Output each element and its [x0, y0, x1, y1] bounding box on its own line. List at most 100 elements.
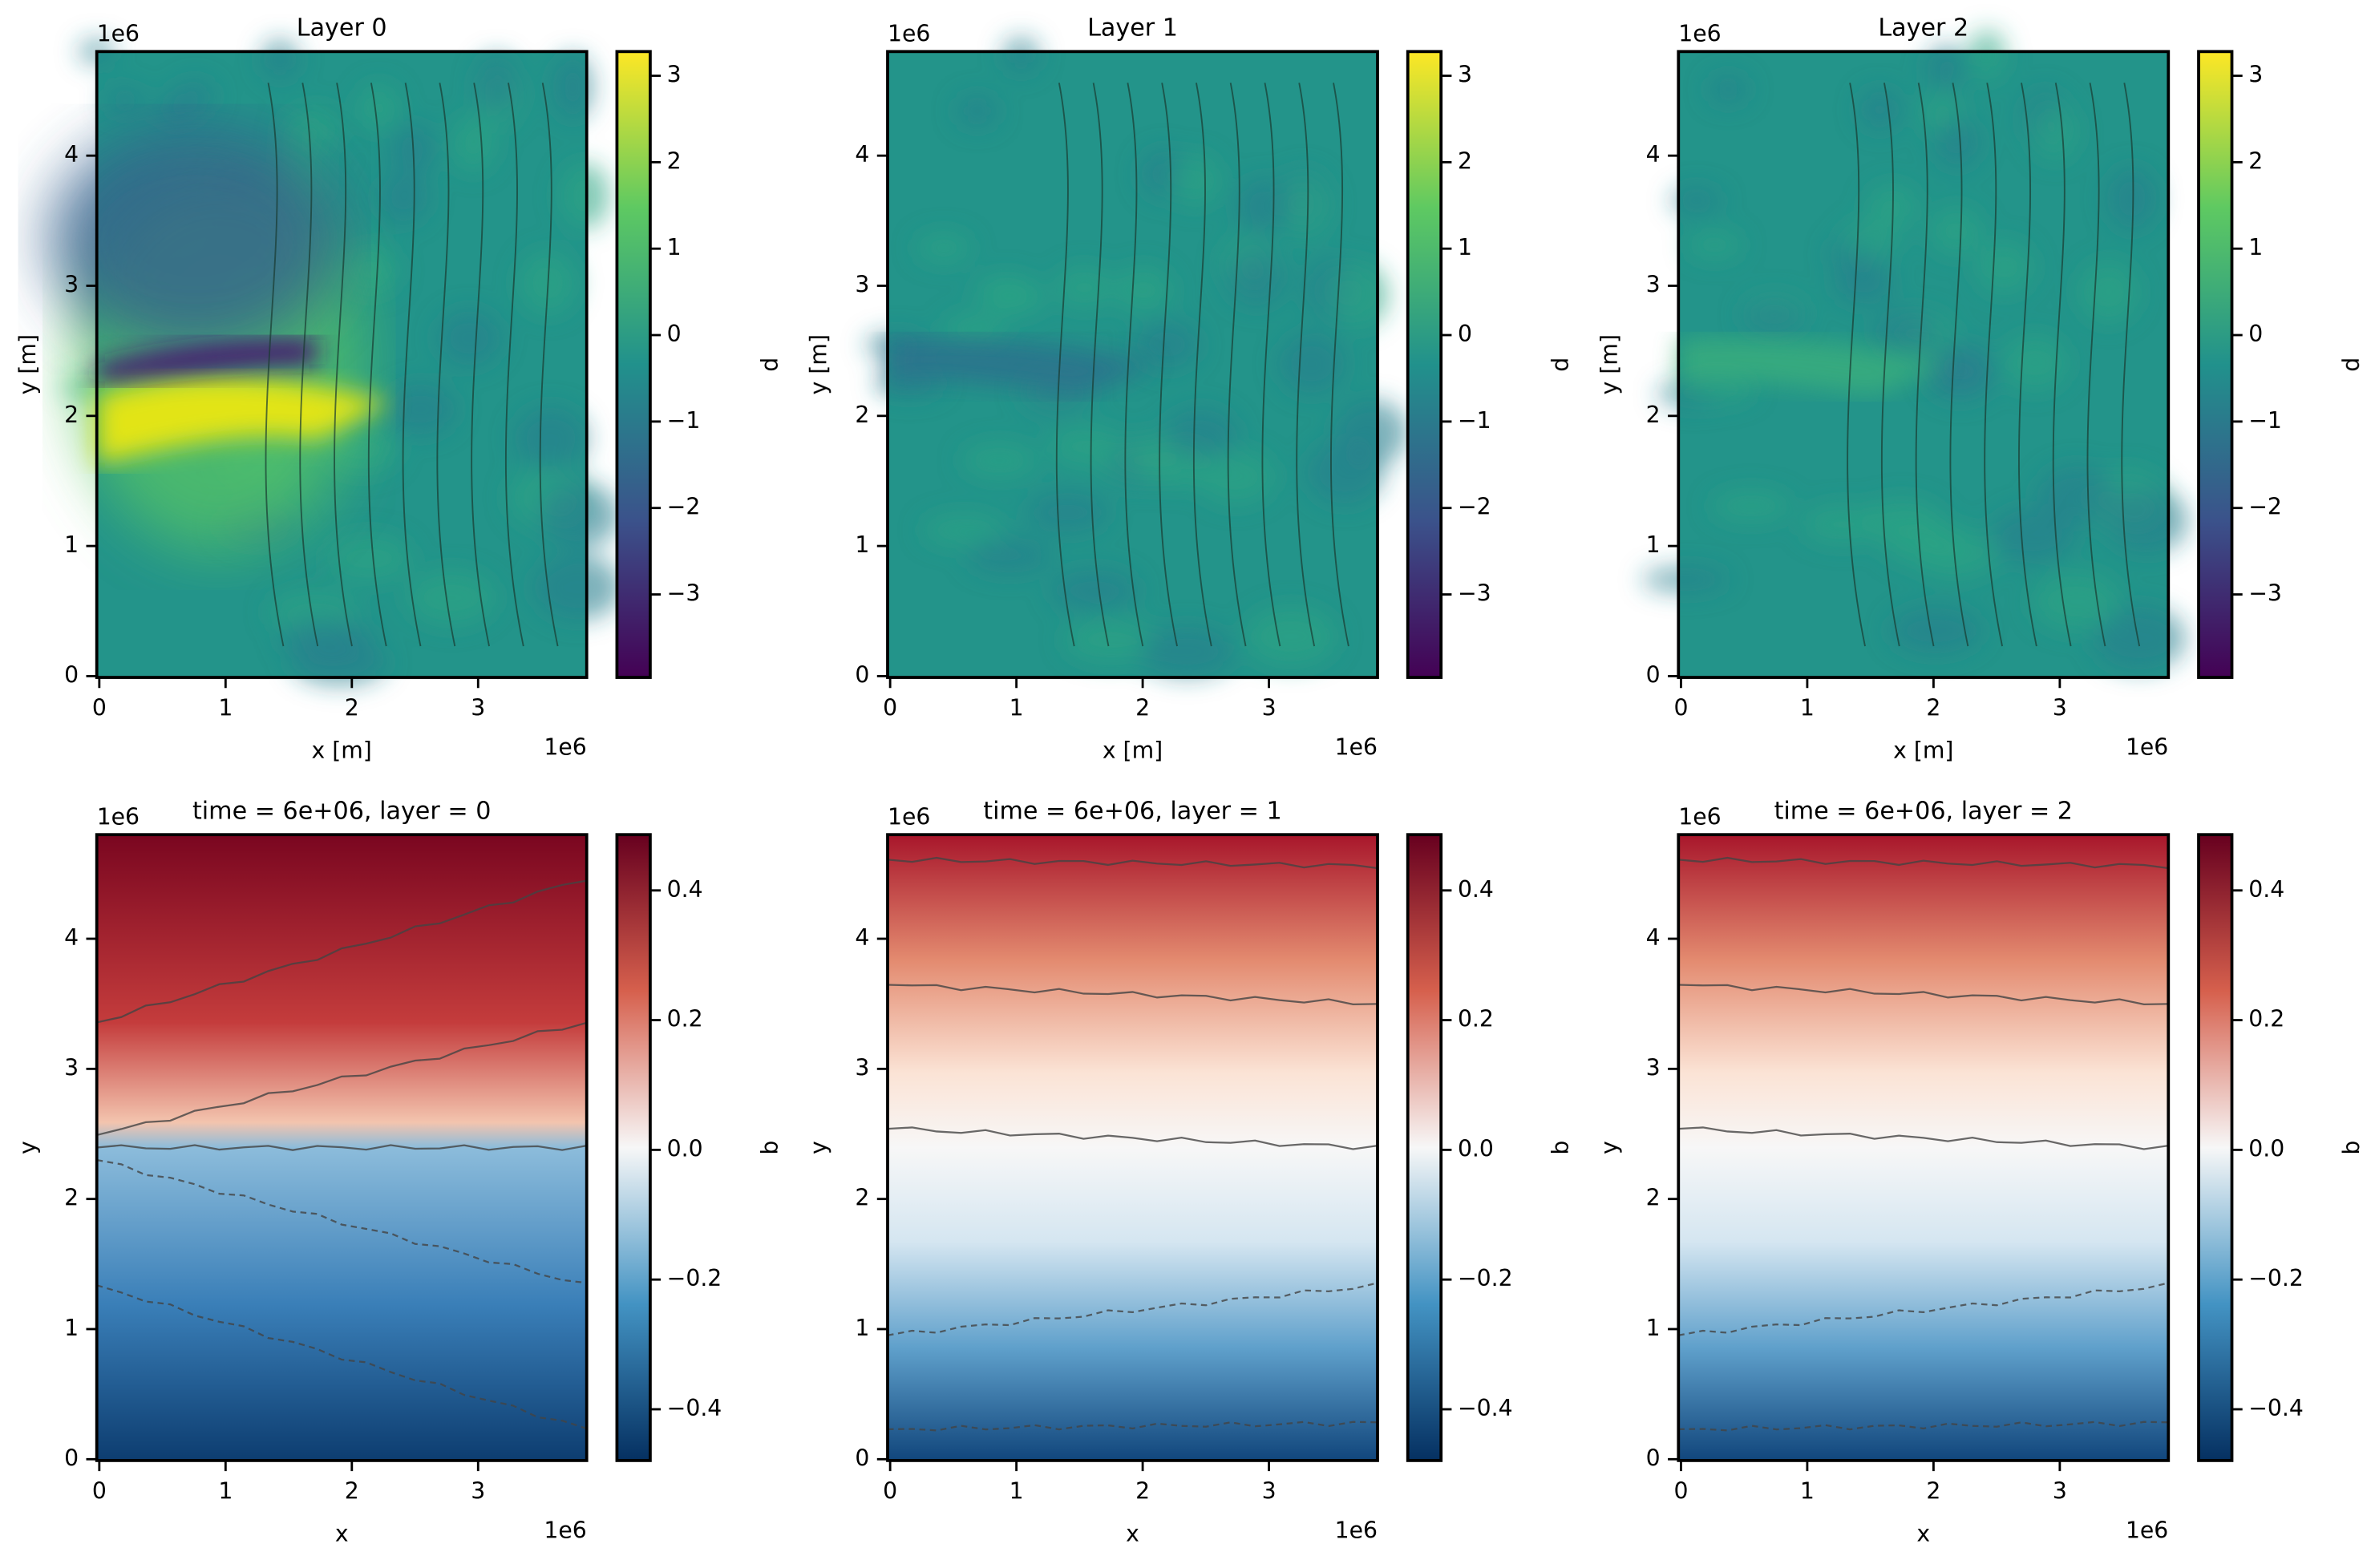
field-texture: [63, 39, 622, 685]
x-axis-label: x [m]: [1103, 737, 1163, 763]
axes-frame: [886, 833, 1379, 1462]
field-blob: [174, 79, 216, 113]
field-band: [96, 377, 391, 465]
x-tick-label: 2: [345, 695, 359, 721]
panel-title: time = 6e+06, layer = 1: [983, 797, 1281, 825]
contour: [2086, 83, 2106, 647]
field-blob: [559, 162, 610, 229]
contour: [887, 856, 1378, 870]
field-blob: [1873, 309, 1937, 354]
field-blob: [2106, 488, 2189, 553]
contour: [334, 83, 353, 647]
field-blob: [967, 538, 1053, 574]
y-tick-label: 0: [64, 1445, 79, 1471]
field-blob: [407, 570, 496, 625]
field-blob: [1710, 491, 1792, 522]
x-axis-label: x: [1916, 1520, 1930, 1546]
x-offset-text: 1e6: [2126, 1517, 2168, 1544]
colorbar-tick-label: 1: [2248, 234, 2263, 261]
y-tick-label: 0: [855, 661, 869, 688]
field-blob: [1063, 618, 1157, 662]
field-blob: [1048, 426, 1123, 467]
y-tick-label: 2: [1646, 1185, 1661, 1211]
axes-frame: [95, 50, 589, 679]
contour: [471, 83, 490, 647]
x-tick-label: 3: [1262, 1478, 1277, 1505]
field-band: [1678, 337, 1948, 396]
colorbar-tick-label: −0.4: [2248, 1395, 2304, 1421]
field-blob: [437, 309, 502, 367]
contour: [96, 1144, 587, 1151]
contour: [1915, 83, 1935, 647]
y-offset-text: 1e6: [888, 21, 930, 47]
colorbar-tick-label: 0.0: [1458, 1135, 1494, 1162]
contour: [299, 83, 319, 647]
field-blob: [961, 443, 1038, 478]
colorbar: [615, 50, 652, 679]
field-blob: [552, 54, 593, 120]
field-blob: [389, 123, 435, 176]
contour: [1330, 83, 1349, 647]
x-tick-label: 2: [1135, 1478, 1150, 1505]
contour: [1678, 1282, 2169, 1336]
colorbar-tick-label: −2: [1458, 494, 1491, 520]
field-blob: [1859, 88, 1901, 131]
y-tick-label: 0: [1646, 1445, 1661, 1471]
x-tick-label: 1: [1009, 695, 1024, 721]
field-blob: [2037, 465, 2116, 524]
y-tick-label: 3: [855, 1054, 869, 1081]
y-offset-text: 1e6: [97, 803, 140, 830]
contour: [1984, 83, 2004, 647]
x-tick-label: 0: [1673, 1478, 1688, 1505]
x-tick-label: 3: [471, 695, 485, 721]
contour: [1296, 83, 1316, 647]
y-axis-label: y: [1596, 1141, 1622, 1154]
panel-title: Layer 0: [297, 14, 387, 42]
x-tick-label: 0: [92, 695, 107, 721]
colorbar: [1406, 50, 1443, 679]
colorbar-label: p: [1550, 358, 1576, 372]
field-blob: [1742, 301, 1805, 334]
contour: [1880, 83, 1900, 647]
field: [1678, 835, 2169, 1461]
contour: [887, 1126, 1378, 1150]
colorbar: [615, 833, 652, 1462]
colorbar-tick-label: 3: [2248, 62, 2263, 88]
y-axis-label: y [m]: [1596, 334, 1622, 394]
colorbar-label: q: [759, 1141, 786, 1155]
colorbar: [1406, 833, 1443, 1462]
panel: Layer 2 0 1 2 3 0 1 2 3 4 x [m] y [m] 1e6 1e6 −3 −2 −1 0 1…: [1596, 14, 2367, 764]
field-blob: [1027, 492, 1109, 533]
field-blob: [1882, 519, 1966, 565]
y-axis-label: y: [805, 1141, 831, 1154]
x-tick-label: 0: [883, 695, 897, 721]
field-blob: [2106, 167, 2158, 231]
colorbar-tick-label: 2: [667, 148, 682, 174]
x-tick-label: 3: [2053, 695, 2067, 721]
y-tick-label: 4: [855, 924, 869, 951]
field-blob: [985, 280, 1046, 316]
x-axis-label: x: [335, 1520, 349, 1546]
contour: [1949, 83, 1969, 647]
field-blob: [2093, 606, 2187, 670]
y-tick-label: 0: [1646, 661, 1661, 688]
colorbar-tick-label: 0.2: [2248, 1006, 2284, 1033]
field-blob: [1278, 333, 1345, 394]
x-offset-text: 1e6: [544, 734, 586, 761]
field-blob: [1968, 30, 2006, 81]
contour: [1055, 83, 1075, 647]
y-axis-label: y [m]: [14, 334, 41, 394]
contour: [2121, 83, 2141, 647]
colorbar-tick-label: −0.2: [2248, 1265, 2304, 1291]
y-tick-label: 0: [855, 1445, 869, 1471]
x-offset-text: 1e6: [1335, 1517, 1378, 1544]
colorbar-tick-label: 0.4: [1458, 876, 1494, 903]
y-tick-label: 2: [855, 1185, 869, 1211]
axes-frame: [1677, 50, 2171, 679]
field-blob: [1708, 75, 1749, 104]
colorbar-tick-label: 0: [667, 321, 682, 347]
panel: time = 6e+06, layer = 0 0 1 2 3 0 1 2 3 4 x y 1e6 1e6…: [14, 797, 786, 1546]
field-blob: [922, 515, 1005, 546]
field-blob: [1928, 207, 1983, 256]
